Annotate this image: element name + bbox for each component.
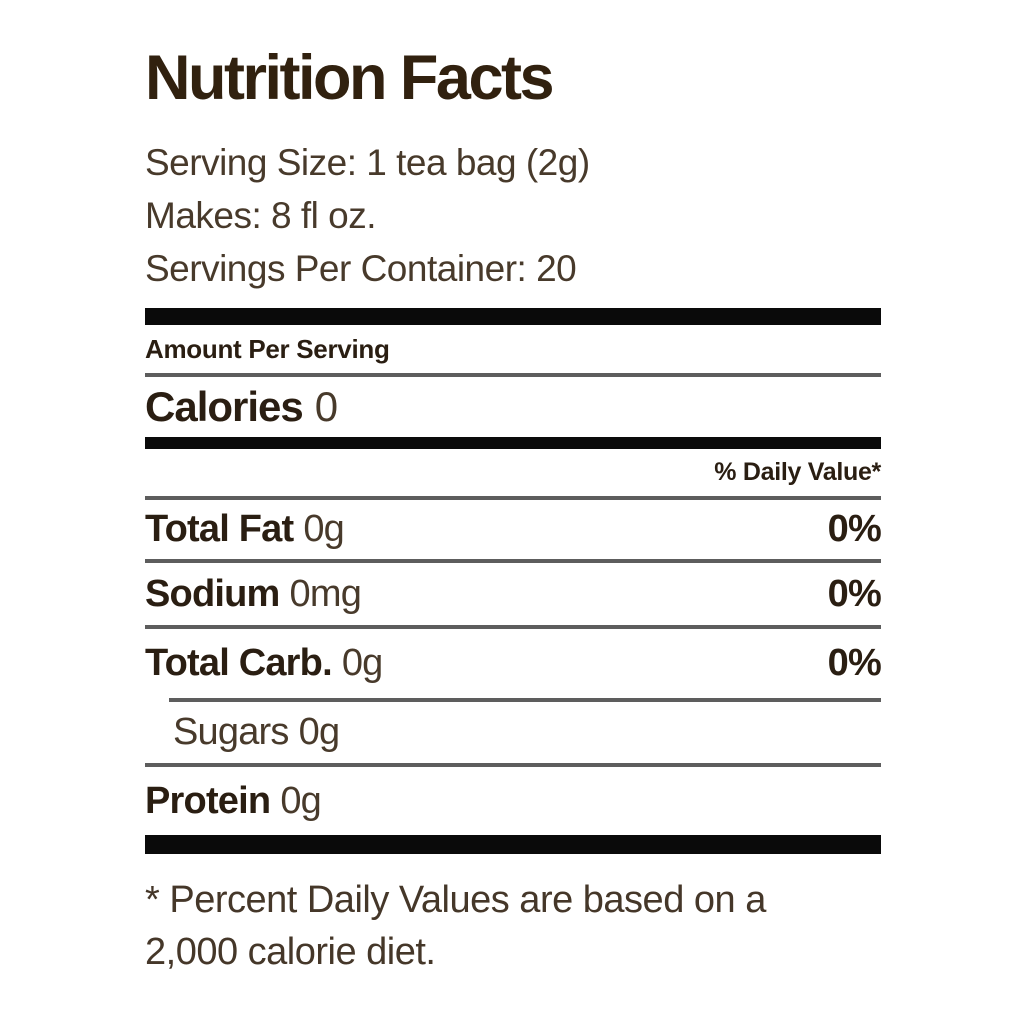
serving-size-line: Serving Size: 1 tea bag (2g)	[145, 142, 590, 183]
serving-info-block: Serving Size: 1 tea bag (2g) Makes: 8 fl…	[145, 136, 881, 295]
rule-under-sodium	[145, 625, 881, 629]
thick-divider-top	[145, 308, 881, 325]
makes-line: Makes: 8 fl oz.	[145, 195, 377, 236]
calories-label: Calories	[145, 383, 304, 430]
daily-value-footnote: * Percent Daily Values are based on a 2,…	[145, 874, 881, 978]
protein-amount: 0g	[280, 779, 321, 822]
nutrient-row-total-fat: Total Fat 0g 0%	[145, 500, 882, 559]
protein-label: Protein	[145, 779, 271, 822]
servings-per-container-line: Servings Per Container: 20	[145, 248, 577, 289]
sodium-amount: 0mg	[289, 572, 362, 615]
total-carb-label: Total Carb.	[145, 642, 333, 684]
calories-row: Calories 0	[145, 377, 881, 437]
nutrient-row-sodium: Sodium 0mg 0%	[145, 563, 882, 625]
total-carb-amount: 0g	[341, 642, 383, 684]
footnote-line-1: * Percent Daily Values are based on a	[145, 879, 766, 921]
nutrient-row-sugars: Sugars 0g	[145, 702, 881, 763]
sodium-label: Sodium	[145, 572, 280, 615]
nutrition-facts-label: Nutrition Facts Serving Size: 1 tea bag …	[145, 0, 882, 978]
total-fat-amount: 0g	[303, 508, 344, 550]
calories-value: 0	[314, 383, 338, 430]
total-fat-label: Total Fat	[145, 508, 294, 550]
label-title: Nutrition Facts	[145, 43, 555, 113]
nutrient-row-protein: Protein 0g	[145, 767, 881, 835]
footnote-line-2: 2,000 calorie diet.	[145, 931, 436, 973]
rule-under-amount-per-serving	[145, 373, 881, 377]
thick-divider-mid	[145, 437, 881, 449]
thick-divider-bottom	[145, 835, 881, 854]
sugars-label: Sugars	[173, 711, 289, 753]
rule-under-sugars	[145, 763, 881, 767]
rule-under-daily-value-header	[145, 496, 881, 500]
total-carb-daily-value: 0%	[827, 642, 882, 684]
sodium-daily-value: 0%	[827, 572, 882, 615]
total-fat-daily-value: 0%	[827, 508, 882, 550]
nutrient-row-total-carb: Total Carb. 0g 0%	[145, 629, 882, 698]
amount-per-serving-heading: Amount Per Serving	[145, 333, 390, 364]
daily-value-header: % Daily Value*	[714, 458, 881, 486]
rule-under-total-fat	[145, 559, 881, 563]
indented-rule-above-sugars	[169, 698, 881, 702]
sugars-amount: 0g	[298, 711, 340, 753]
